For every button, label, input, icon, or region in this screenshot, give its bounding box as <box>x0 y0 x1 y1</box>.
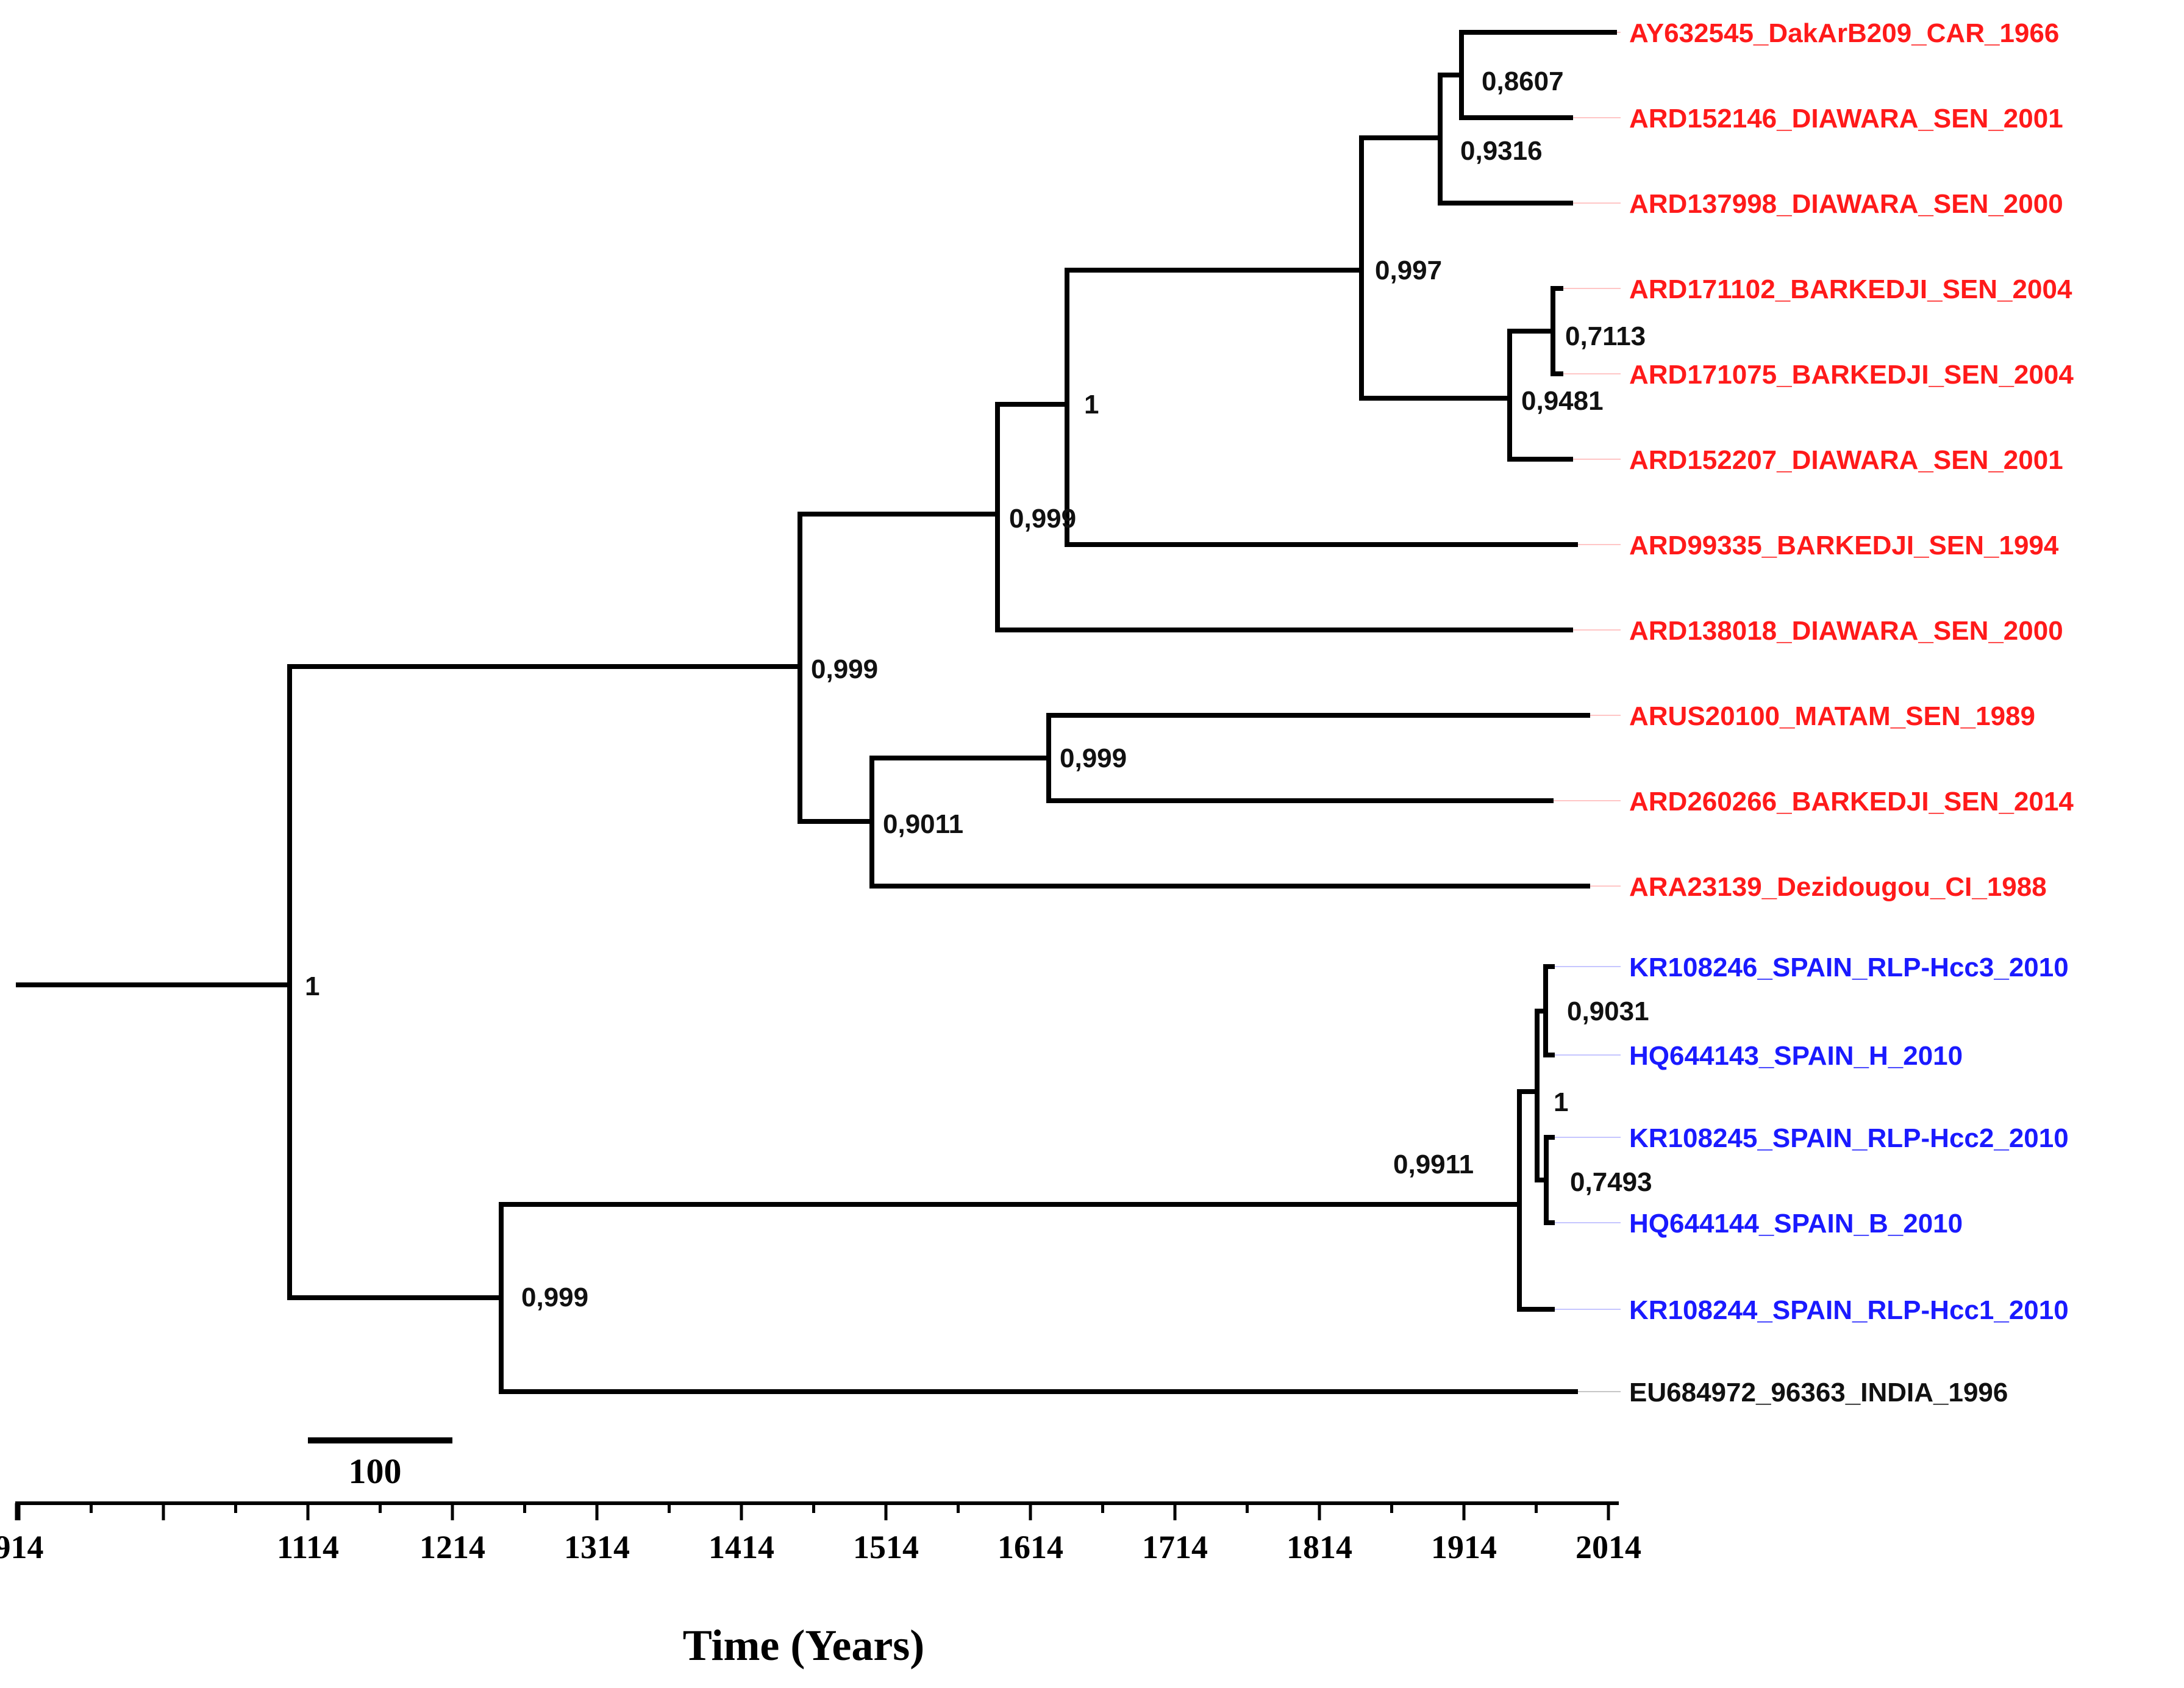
support-label: 0,7493 <box>1570 1167 1652 1197</box>
tip-label: ARD137998_DIAWARA_SEN_2000 <box>1629 189 2063 219</box>
axis-title: Time (Years) <box>683 1621 925 1670</box>
axis-tick-label: 1614 <box>997 1529 1063 1565</box>
tip-label: AY632545_DakArB209_CAR_1966 <box>1629 18 2059 48</box>
support-label: 0,9481 <box>1521 386 1604 416</box>
tip-label: KR108246_SPAIN_RLP-Hcc3_2010 <box>1629 953 2069 982</box>
axis-tick-label: 1414 <box>708 1529 774 1565</box>
axis-tick-label: 1914 <box>1431 1529 1497 1565</box>
tip-label: HQ644143_SPAIN_H_2010 <box>1629 1041 1963 1071</box>
tree-branches <box>16 30 1617 1394</box>
support-label: 1 <box>305 971 319 1001</box>
tip-label: KR108244_SPAIN_RLP-Hcc1_2010 <box>1629 1295 2069 1325</box>
support-label: 0,999 <box>811 654 878 684</box>
tip-label: ARD152146_DIAWARA_SEN_2001 <box>1629 104 2063 134</box>
tip-label: KR108245_SPAIN_RLP-Hcc2_2010 <box>1629 1123 2069 1153</box>
tip-label: ARUS20100_MATAM_SEN_1989 <box>1629 701 2035 731</box>
tip-guides <box>1551 32 1621 1392</box>
scale-bar-label: 100 <box>349 1451 402 1491</box>
axis-tick-label: 914 <box>0 1529 44 1565</box>
tip-label: ARD171102_BARKEDJI_SEN_2004 <box>1629 274 2072 304</box>
axis-tick-label: 2014 <box>1576 1529 1641 1565</box>
tip-label: ARD138018_DIAWARA_SEN_2000 <box>1629 616 2063 646</box>
support-label: 1 <box>1554 1087 1568 1117</box>
axis-tick-label: 1314 <box>564 1529 630 1565</box>
tip-label: EU684972_96363_INDIA_1996 <box>1629 1378 2008 1407</box>
axis-tick-label: 1714 <box>1142 1529 1208 1565</box>
support-label: 0,7113 <box>1565 321 1646 351</box>
axis-tick-label: 1514 <box>853 1529 919 1565</box>
tip-label: HQ644144_SPAIN_B_2010 <box>1629 1209 1963 1239</box>
support-label: 0,999 <box>1060 743 1127 773</box>
support-values: 0,8607 0,9316 0,997 0,7113 0,9481 1 0,99… <box>305 66 1652 1312</box>
support-label: 1 <box>1084 390 1099 420</box>
axis-ticks: 914 1114 1214 1314 1414 1514 1614 1714 1814 1914 2… <box>0 1503 1641 1565</box>
support-label: 0,999 <box>521 1282 588 1312</box>
axis-tick-label: 1214 <box>419 1529 485 1565</box>
support-label: 0,9316 <box>1460 136 1543 166</box>
tip-labels: AY632545_DakArB209_CAR_1966 ARD152146_DI… <box>1629 18 2074 1407</box>
support-label: 0,999 <box>1009 504 1076 534</box>
tip-label: ARA23139_Dezidougou_CI_1988 <box>1629 872 2047 902</box>
tip-label: ARD152207_DIAWARA_SEN_2001 <box>1629 445 2063 475</box>
support-label: 0,997 <box>1375 256 1442 285</box>
support-label: 0,9031 <box>1567 996 1649 1026</box>
scale-bar: 100 <box>308 1437 452 1491</box>
support-label: 0,9011 <box>883 809 963 839</box>
tip-label: ARD260266_BARKEDJI_SEN_2014 <box>1629 787 2074 817</box>
tip-label: ARD99335_BARKEDJI_SEN_1994 <box>1629 531 2059 560</box>
tip-label: ARD171075_BARKEDJI_SEN_2004 <box>1629 360 2074 390</box>
axis-tick-label: 1814 <box>1286 1529 1352 1565</box>
support-label: 0,8607 <box>1482 66 1564 96</box>
support-label: 0,9911 <box>1393 1150 1474 1179</box>
time-axis: 914 1114 1214 1314 1414 1514 1614 1714 1814 1914 2… <box>0 1501 1641 1670</box>
axis-tick-label: 1114 <box>277 1529 339 1565</box>
